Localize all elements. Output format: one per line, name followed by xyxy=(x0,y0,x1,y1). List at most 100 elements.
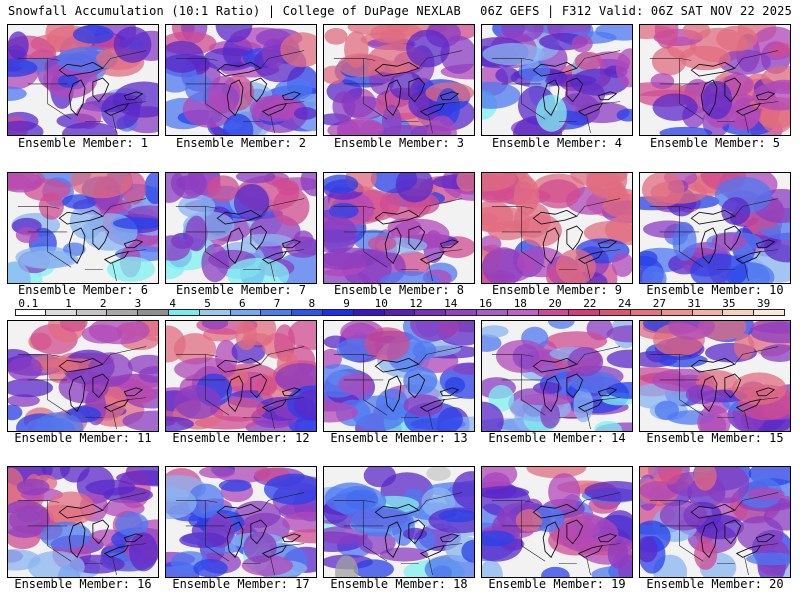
colorbar-swatch xyxy=(353,309,385,316)
state-borders xyxy=(649,346,779,430)
ensemble-member-label: Ensemble Member: 20 xyxy=(646,577,784,591)
colorbar-swatch xyxy=(723,309,755,316)
ensemble-member-label: Ensemble Member: 13 xyxy=(330,431,468,445)
state-borders xyxy=(333,198,463,282)
great-lakes-outline xyxy=(374,503,460,559)
colorbar-swatch xyxy=(569,309,601,316)
state-borders xyxy=(175,346,305,430)
colorbar-swatch xyxy=(600,309,631,316)
colorbar-tick-label: 20 xyxy=(548,297,562,310)
great-lakes-outline xyxy=(374,357,460,413)
state-borders xyxy=(17,492,147,576)
ensemble-member-label: Ensemble Member: 12 xyxy=(172,431,310,445)
colorbar-tick-label: 10 xyxy=(374,297,388,310)
colorbar-tick-label: 7 xyxy=(273,297,281,310)
colorbar-swatch xyxy=(230,309,262,316)
colorbar-swatch xyxy=(261,309,293,316)
ensemble-member-label: Ensemble Member: 1 xyxy=(17,136,149,150)
ensemble-member-map xyxy=(165,24,317,136)
great-lakes-outline xyxy=(216,357,302,413)
colorbar-tick-label: 0.1 xyxy=(18,297,39,310)
colorbar-tick-label: 35 xyxy=(722,297,736,310)
ensemble-member-map xyxy=(323,172,475,284)
state-borders xyxy=(649,198,779,282)
state-borders xyxy=(17,346,147,430)
ensemble-member-map xyxy=(7,320,159,432)
state-borders xyxy=(649,50,779,134)
ensemble-member-map xyxy=(639,320,791,432)
colorbar-swatch xyxy=(631,309,662,316)
state-borders xyxy=(333,50,463,134)
snowfall-field xyxy=(8,467,158,577)
ensemble-member-map xyxy=(7,24,159,136)
ensemble-member-map xyxy=(323,466,475,578)
snowfall-field xyxy=(324,173,474,283)
ensemble-member-map xyxy=(481,24,633,136)
ensemble-member-map xyxy=(165,172,317,284)
colorbar-tick-label: 16 xyxy=(478,297,493,310)
ensemble-member-label: Ensemble Member: 10 xyxy=(646,283,784,297)
ensemble-member-label: Ensemble Member: 11 xyxy=(14,431,152,445)
ensemble-member-label: Ensemble Member: 7 xyxy=(175,283,307,297)
snowfall-field xyxy=(166,467,316,577)
colorbar-tick-label: 22 xyxy=(583,297,597,310)
great-lakes-outline xyxy=(690,503,776,559)
snowfall-field xyxy=(166,25,316,135)
snowfall-colorbar: 0.1 1 2 3 4 5 6 7 8 9 10 12 14 16 18 20 22 24 27 31 35 39 xyxy=(15,297,785,317)
snowfall-field xyxy=(166,321,316,431)
colorbar-tick-label: 24 xyxy=(617,297,632,310)
ensemble-member-label: Ensemble Member: 17 xyxy=(172,577,310,591)
state-borders xyxy=(491,50,621,134)
ensemble-member-label: Ensemble Member: 3 xyxy=(333,136,465,150)
ensemble-member-label: Ensemble Member: 14 xyxy=(488,431,626,445)
colorbar-tick-label: 18 xyxy=(513,297,527,310)
snowfall-field xyxy=(640,467,790,577)
colorbar-swatch xyxy=(76,309,108,316)
ensemble-member-label: Ensemble Member: 6 xyxy=(17,283,149,297)
colorbar-swatch xyxy=(45,309,77,316)
colorbar-tick-label: 9 xyxy=(343,297,350,310)
ensemble-member-map xyxy=(639,24,791,136)
colorbar-swatch xyxy=(199,309,231,316)
colorbar-swatch xyxy=(15,309,46,316)
ensemble-member-label: Ensemble Member: 16 xyxy=(14,577,152,591)
great-lakes-outline xyxy=(532,209,618,265)
ensemble-member-label: Ensemble Member: 19 xyxy=(488,577,626,591)
colorbar-swatch xyxy=(507,309,539,316)
model-run-info: 06Z GEFS | F312 Valid: 06Z SAT NOV 22 20… xyxy=(480,4,792,18)
state-borders xyxy=(333,346,463,430)
colorbar-tick-label: 2 xyxy=(99,297,107,310)
colorbar-swatch xyxy=(477,309,508,316)
great-lakes-outline xyxy=(58,503,144,559)
colorbar-swatch xyxy=(138,309,169,316)
colorbar-swatch xyxy=(538,309,570,316)
ensemble-member-label: Ensemble Member: 5 xyxy=(649,136,781,150)
colorbar-swatch xyxy=(446,309,477,316)
state-borders xyxy=(175,198,305,282)
snowfall-field xyxy=(324,321,474,431)
colorbar-swatch xyxy=(323,309,354,316)
state-borders xyxy=(175,492,305,576)
snowfall-field xyxy=(482,467,632,577)
ensemble-member-label: Ensemble Member: 15 xyxy=(646,431,784,445)
colorbar-tick-label: 27 xyxy=(652,297,666,310)
state-borders xyxy=(491,492,621,576)
ensemble-member-label: Ensemble Member: 9 xyxy=(491,283,623,297)
great-lakes-outline xyxy=(690,357,776,413)
colorbar-swatch xyxy=(384,309,416,316)
colorbar-tick-label: 6 xyxy=(238,297,246,310)
snowfall-field xyxy=(482,173,632,283)
colorbar-tick-label: 5 xyxy=(204,297,211,310)
snowfall-field xyxy=(166,173,316,283)
ensemble-member-label: Ensemble Member: 18 xyxy=(330,577,468,591)
ensemble-member-map xyxy=(7,466,159,578)
colorbar-swatch xyxy=(692,309,724,316)
snowfall-field xyxy=(8,25,158,135)
great-lakes-outline xyxy=(532,61,618,117)
snowfall-field xyxy=(640,25,790,135)
state-borders xyxy=(175,50,305,134)
snowfall-field xyxy=(324,467,474,577)
snowfall-field xyxy=(640,173,790,283)
state-borders xyxy=(17,50,147,134)
ensemble-member-label: Ensemble Member: 4 xyxy=(491,136,623,150)
